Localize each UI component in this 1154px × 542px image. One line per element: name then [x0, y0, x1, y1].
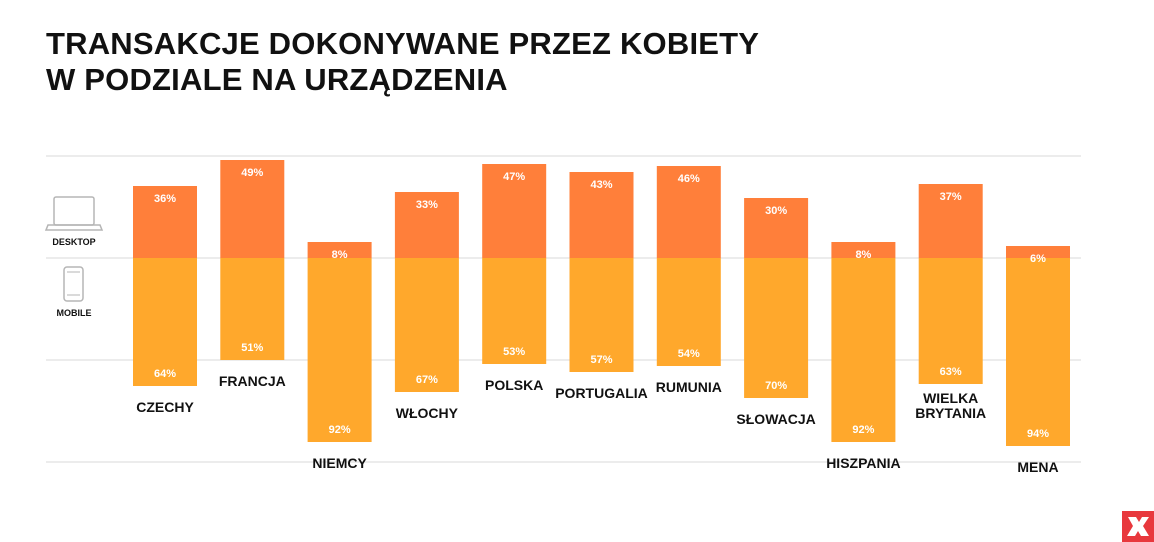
bar-group: 49% 51% FRANCJA: [219, 160, 286, 389]
category-label: FRANCJA: [219, 373, 286, 389]
desktop-bar: [220, 160, 285, 258]
mobile-bar: [918, 258, 983, 384]
smartphone-icon: [63, 266, 84, 302]
bar-group: 46% 54% RUMUNIA: [656, 166, 722, 395]
desktop-bar: [569, 172, 634, 258]
desktop-value-label: 30%: [765, 205, 787, 217]
desktop-bar: [307, 242, 372, 258]
mobile-value-label: 67%: [416, 374, 438, 386]
desktop-bar: [744, 198, 809, 258]
category-label: MENA: [1017, 459, 1058, 475]
bar-group: 36% 64% CZECHY: [133, 186, 197, 415]
bar-group: 37% 63% WIELKA BRYTANIA: [915, 184, 986, 421]
mobile-value-label: 63%: [940, 366, 962, 378]
mobile-value-label: 92%: [852, 424, 874, 436]
desktop-bar: [831, 242, 896, 258]
mobile-bar: [482, 258, 547, 364]
bar-group: 43% 57% PORTUGALIA: [555, 172, 648, 401]
mobile-bar: [133, 258, 197, 386]
desktop-bar: [394, 192, 459, 258]
chart-title: TRANSAKCJE DOKONYWANE PRZEZ KOBIETY W PO…: [46, 26, 759, 98]
desktop-value-label: 8%: [332, 249, 348, 261]
desktop-bar: [1006, 246, 1070, 258]
desktop-value-label: 36%: [154, 193, 176, 205]
mobile-value-label: 51%: [241, 342, 263, 354]
desktop-value-label: 46%: [678, 173, 700, 185]
bar-group: 8% 92% HISZPANIA: [826, 242, 901, 471]
category-label: RUMUNIA: [656, 379, 722, 395]
desktop-value-label: 37%: [940, 191, 962, 203]
mobile-bar: [307, 258, 372, 442]
mobile-bar: [569, 258, 634, 372]
mobile-bar: [1006, 258, 1070, 446]
desktop-bar: [133, 186, 197, 258]
mobile-bar: [831, 258, 896, 442]
mobile-value-label: 94%: [1027, 428, 1049, 440]
bar-group: 8% 92% NIEMCY: [307, 242, 372, 471]
mobile-bar: [394, 258, 459, 392]
desktop-value-label: 33%: [416, 199, 438, 211]
grid-lines: [46, 155, 1081, 463]
category-label: WIELKA BRYTANIA: [915, 390, 986, 421]
category-label: POLSKA: [485, 377, 543, 393]
mobile-value-label: 54%: [678, 348, 700, 360]
laptop-icon: [44, 196, 104, 231]
mobile-value-label: 57%: [590, 354, 612, 366]
desktop-value-label: 8%: [855, 249, 871, 261]
bar-group: 6% 94% MENA: [1006, 246, 1070, 475]
chart-title-line2: W PODZIALE NA URZĄDZENIA: [46, 62, 508, 97]
desktop-value-label: 49%: [241, 167, 263, 179]
desktop-legend: DESKTOP: [44, 196, 104, 247]
category-label: WŁOCHY: [396, 405, 459, 421]
category-label: NIEMCY: [312, 455, 367, 471]
chart-title-line1: TRANSAKCJE DOKONYWANE PRZEZ KOBIETY: [46, 26, 760, 61]
mobile-legend-label: MOBILE: [57, 308, 92, 318]
mobile-legend: MOBILE: [57, 266, 92, 318]
mobile-bar: [744, 258, 809, 398]
mobile-value-label: 53%: [503, 346, 525, 358]
mobile-bar: [220, 258, 285, 360]
bar-group: 47% 53% POLSKA: [482, 164, 547, 393]
desktop-bar: [656, 166, 721, 258]
desktop-bar: [918, 184, 983, 258]
category-label: CZECHY: [136, 399, 194, 415]
category-label: SŁOWACJA: [736, 411, 815, 427]
bars: 36% 64% CZECHY 49% 51% FRANCJA 8% 92% NIEMCY 33% 6…: [133, 160, 1070, 475]
bar-group: 33% 67% WŁOCHY: [394, 192, 459, 421]
desktop-bar: [482, 164, 547, 258]
category-label: HISZPANIA: [826, 455, 900, 471]
brand-logo-icon: [1122, 511, 1154, 542]
category-label: PORTUGALIA: [555, 385, 648, 401]
mobile-bar: [656, 258, 721, 366]
desktop-value-label: 47%: [503, 171, 525, 183]
mobile-value-label: 92%: [329, 424, 351, 436]
desktop-value-label: 43%: [590, 179, 612, 191]
desktop-legend-label: DESKTOP: [52, 237, 95, 247]
bar-group: 30% 70% SŁOWACJA: [736, 198, 816, 427]
desktop-value-label: 6%: [1030, 253, 1046, 265]
mobile-value-label: 64%: [154, 368, 176, 380]
mobile-value-label: 70%: [765, 380, 787, 392]
